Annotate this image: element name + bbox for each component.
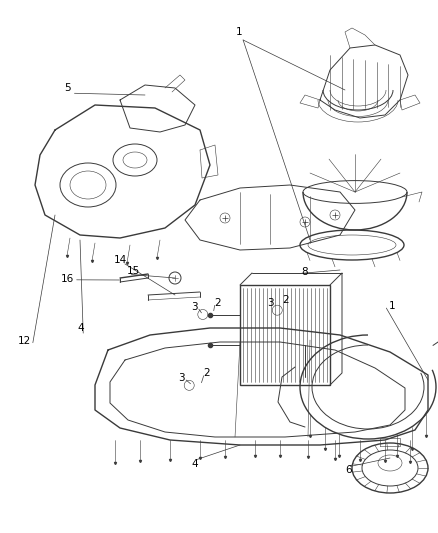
Text: 8: 8 [301,267,308,277]
Text: 16: 16 [61,274,74,284]
Text: 14: 14 [114,255,127,265]
Text: 3: 3 [191,302,198,312]
Text: 12: 12 [18,336,31,346]
Text: 4: 4 [78,323,85,333]
Text: 5: 5 [64,83,71,93]
Text: 15: 15 [127,266,140,276]
Text: 2: 2 [283,295,290,304]
Text: 2: 2 [203,368,210,378]
Text: 3: 3 [178,374,185,383]
Text: 3: 3 [267,298,274,308]
Text: 4: 4 [191,459,198,469]
Text: 2: 2 [214,298,221,308]
Text: 1: 1 [235,27,242,37]
Text: 1: 1 [389,302,396,311]
Text: 6: 6 [345,465,352,475]
